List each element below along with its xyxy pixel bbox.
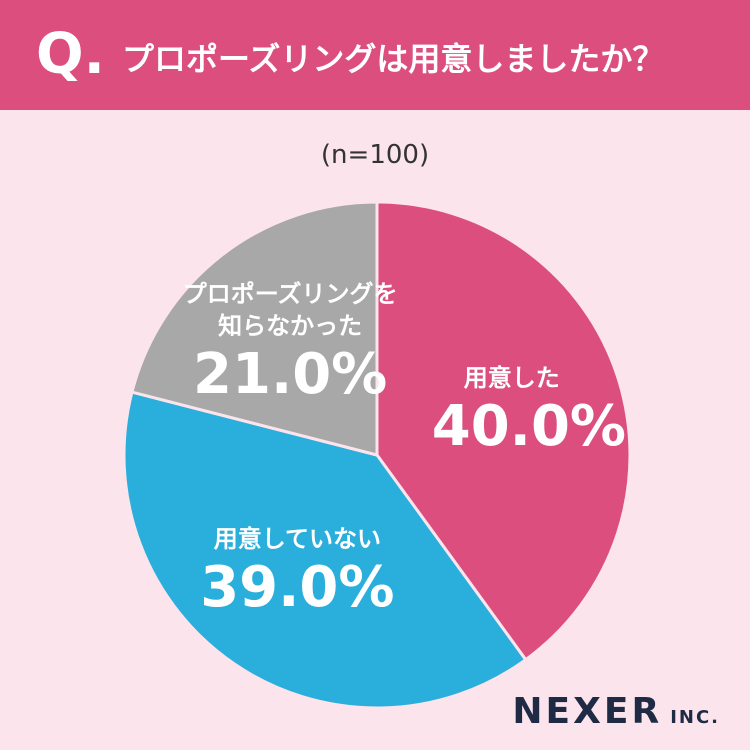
chart-title: プロポーズリングは用意しましたか？ — [122, 40, 665, 78]
logo-suffix: INC. — [670, 707, 720, 728]
logo-text: NEXER — [512, 691, 663, 732]
slice-label: 用意した 40.0% — [431, 362, 627, 460]
pie-slice — [130, 200, 379, 457]
category-label: プロポーズリングを知らなかった — [182, 280, 398, 341]
question-mark: Q. — [36, 22, 105, 87]
subtitle: (n=100) — [320, 140, 430, 170]
pie-slice — [375, 200, 632, 662]
logo: NEXER INC. — [512, 691, 720, 732]
value-label: 39.0% — [200, 555, 395, 621]
category-label: 用意していない — [213, 525, 381, 554]
category-label: 用意した — [463, 364, 560, 393]
value-label: 21.0% — [193, 342, 388, 408]
slice-label: 用意していない 39.0% — [187, 523, 407, 621]
pie-slice — [122, 390, 528, 710]
value-label: 40.0% — [431, 394, 627, 460]
header: Q. プロポーズリングは用意しましたか？ — [0, 0, 750, 110]
slice-label: プロポーズリングを知らなかった 21.0% — [175, 278, 405, 408]
